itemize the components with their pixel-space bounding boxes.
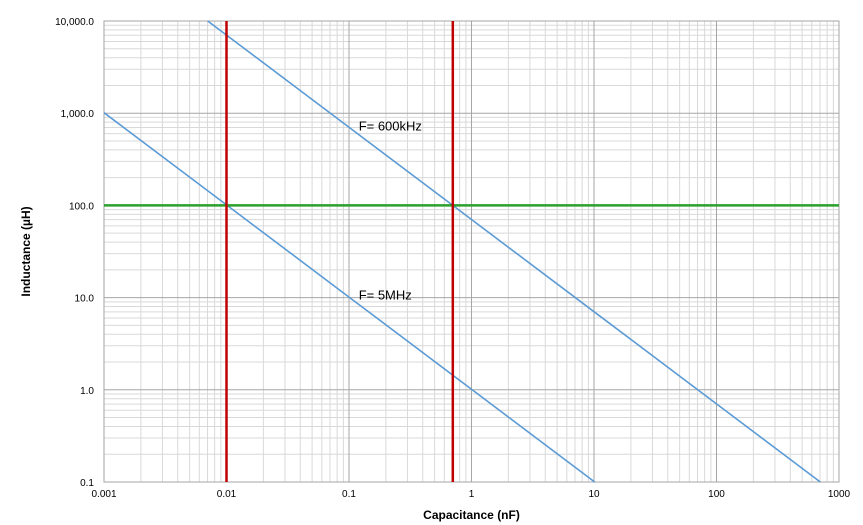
x-tick-label: 10 (588, 489, 600, 500)
plot-border (103, 20, 840, 483)
x-tick-label: 0.1 (342, 489, 356, 500)
y-tick-label: 1,000.0 (61, 109, 95, 120)
x-tick-label: 1000 (828, 489, 851, 500)
y-tick-label: 10.0 (75, 294, 95, 305)
x-tick-label: 0.001 (91, 489, 116, 500)
y-tick-label: 1.0 (80, 386, 94, 397)
x-tick-label: 1 (469, 489, 475, 500)
y-tick-label: 100.0 (69, 201, 94, 212)
y-tick-label: 0.1 (80, 478, 94, 489)
y-axis-title: Inductance (µH) (19, 206, 33, 296)
series-line (103, 112, 596, 483)
series-annotation: F= 600kHz (359, 118, 422, 133)
series-line (207, 20, 821, 483)
x-tick-label: 100 (708, 489, 725, 500)
series-annotation: F= 5MHz (359, 288, 412, 303)
y-tick-label: 10,000.0 (55, 17, 94, 28)
x-axis-title: Capacitance (nF) (423, 508, 520, 522)
x-tick-label: 0.01 (217, 489, 237, 500)
